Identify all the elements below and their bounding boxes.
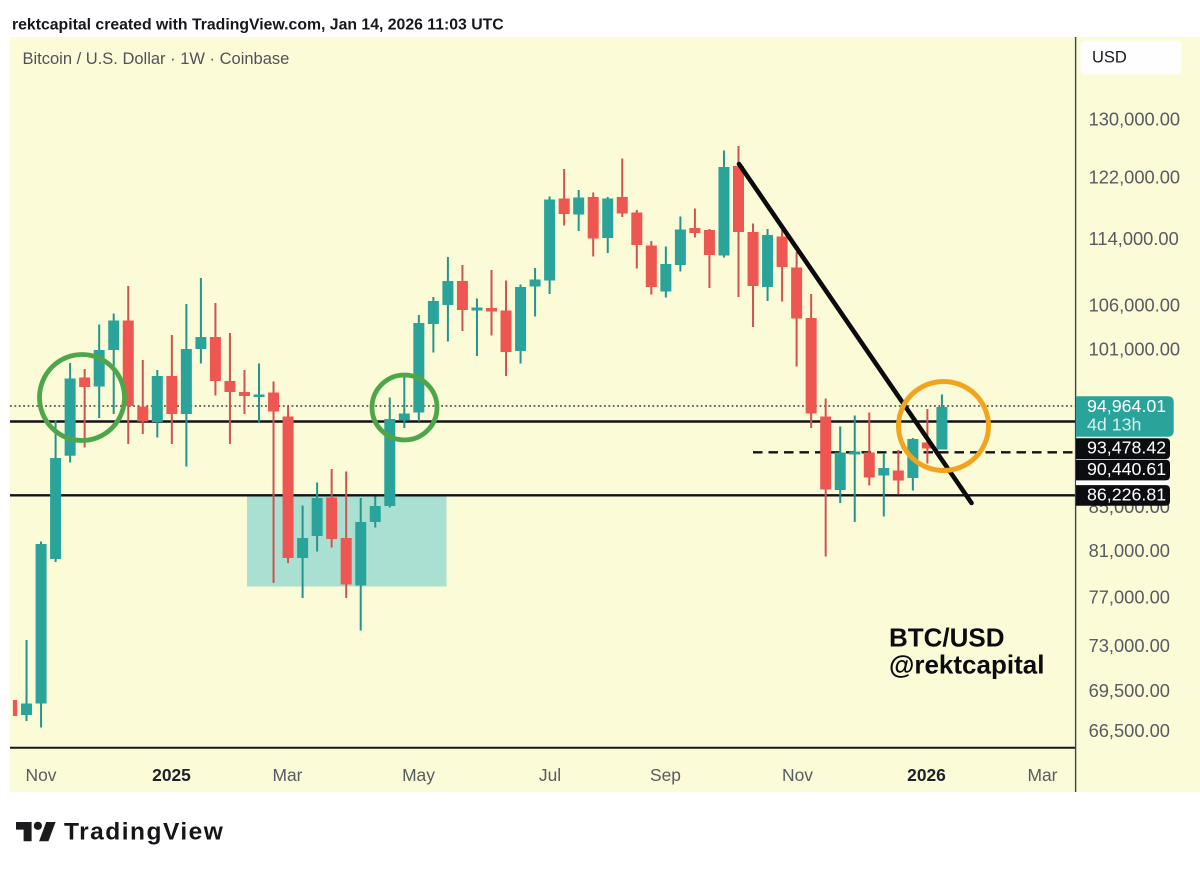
svg-text:TradingView: TradingView [64, 819, 224, 846]
svg-text:Jul: Jul [539, 765, 561, 785]
svg-text:May: May [402, 765, 435, 785]
svg-text:rektcapital created with Tradi: rektcapital created with TradingView.com… [12, 17, 504, 34]
svg-text:86,226.81: 86,226.81 [1087, 484, 1166, 504]
svg-text:101,000.00: 101,000.00 [1089, 338, 1181, 359]
svg-text:@rektcapital: @rektcapital [889, 650, 1044, 680]
svg-text:Bitcoin / U.S. Dollar · 1W · C: Bitcoin / U.S. Dollar · 1W · Coinbase [23, 50, 290, 68]
svg-text:114,000.00: 114,000.00 [1089, 228, 1179, 249]
svg-text:90,440.61: 90,440.61 [1087, 459, 1166, 479]
svg-text:Nov: Nov [26, 765, 57, 785]
svg-text:BTC/USD: BTC/USD [889, 623, 1005, 653]
svg-text:106,000.00: 106,000.00 [1089, 294, 1181, 315]
svg-text:2025: 2025 [152, 765, 191, 785]
svg-text:93,478.42: 93,478.42 [1087, 438, 1166, 458]
svg-text:Mar: Mar [273, 765, 303, 785]
svg-text:69,500.00: 69,500.00 [1089, 680, 1170, 701]
svg-text:66,500.00: 66,500.00 [1089, 720, 1170, 741]
svg-text:Mar: Mar [1028, 765, 1058, 785]
svg-text:130,000.00: 130,000.00 [1089, 108, 1181, 129]
svg-text:73,000.00: 73,000.00 [1089, 635, 1170, 656]
svg-text:94,964.01: 94,964.01 [1087, 396, 1166, 416]
svg-text:77,000.00: 77,000.00 [1089, 586, 1170, 607]
svg-text:4d 13h: 4d 13h [1087, 415, 1141, 435]
svg-text:122,000.00: 122,000.00 [1089, 166, 1181, 187]
svg-text:2026: 2026 [907, 765, 946, 785]
svg-text:Sep: Sep [650, 765, 681, 785]
svg-text:USD: USD [1092, 49, 1127, 67]
svg-text:Nov: Nov [782, 765, 813, 785]
svg-text:81,000.00: 81,000.00 [1089, 540, 1170, 561]
